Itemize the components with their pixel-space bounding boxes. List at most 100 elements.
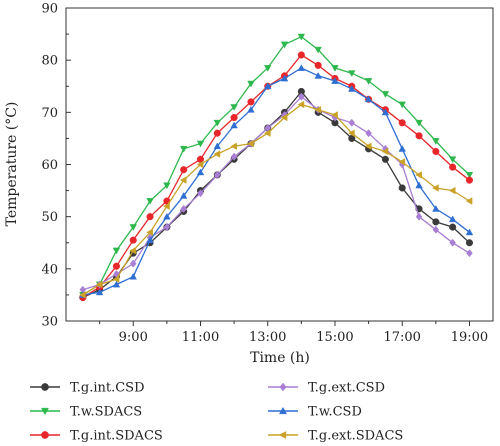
data-point — [264, 65, 272, 72]
data-point — [213, 142, 222, 150]
x-tick-label: 11:00 — [182, 330, 219, 345]
data-point — [214, 170, 221, 179]
data-point — [398, 184, 406, 192]
data-point — [163, 182, 171, 190]
data-point — [347, 129, 355, 137]
data-point — [163, 202, 170, 210]
x-axis-label: Time (h) — [250, 350, 310, 366]
data-point — [314, 106, 322, 114]
legend-item: T.g.ext.SDACS — [268, 429, 403, 444]
data-point — [381, 155, 389, 163]
data-point — [95, 288, 104, 296]
data-point — [348, 118, 356, 127]
data-point — [381, 147, 389, 156]
data-point — [179, 145, 188, 153]
legend-label: T.w.CSD — [308, 405, 362, 420]
data-point — [466, 249, 473, 258]
data-point — [213, 129, 221, 137]
data-point — [364, 142, 372, 150]
x-tick-label: 17:00 — [383, 330, 420, 345]
data-point — [163, 212, 171, 220]
legend-label: T.g.int.CSD — [70, 381, 145, 396]
data-point — [247, 139, 254, 148]
data-point — [415, 119, 423, 127]
data-point — [398, 145, 406, 152]
data-point — [398, 101, 406, 109]
data-point — [129, 272, 137, 280]
data-point — [448, 186, 456, 195]
series-line — [82, 67, 470, 296]
data-point — [297, 64, 306, 71]
data-point — [112, 247, 121, 255]
legend-label: T.w.SDACS — [70, 405, 142, 420]
legend-marker — [279, 382, 287, 392]
x-tick-label: 13:00 — [249, 330, 286, 345]
data-point — [112, 280, 121, 288]
data-point — [432, 225, 440, 234]
data-point — [449, 238, 456, 247]
y-tick-label: 30 — [41, 315, 58, 330]
data-point — [179, 191, 188, 199]
plot-area-border — [65, 7, 494, 322]
data-point — [297, 33, 306, 41]
series-line — [82, 35, 470, 296]
legend-label: T.g.ext.CSD — [308, 381, 385, 396]
data-point — [146, 213, 154, 221]
data-point — [449, 223, 457, 231]
data-point — [331, 111, 338, 119]
data-point — [432, 184, 439, 192]
data-point — [230, 121, 238, 129]
data-point — [432, 218, 440, 226]
legend-item: T.g.ext.CSD — [268, 381, 385, 396]
data-point — [398, 158, 406, 166]
legend-item: T.w.CSD — [268, 405, 362, 420]
y-tick-label: 50 — [41, 210, 58, 225]
data-point — [314, 46, 322, 54]
data-point — [95, 280, 103, 289]
legend-marker — [41, 383, 49, 391]
x-tick-label: 9:00 — [119, 330, 148, 345]
data-point — [230, 104, 238, 111]
y-tick-label: 70 — [41, 106, 58, 121]
y-axis-label: Temperature (°C) — [4, 102, 20, 227]
series-T.g.int.CSD — [79, 87, 474, 302]
data-point — [180, 166, 188, 174]
data-point — [415, 212, 423, 221]
series-T.g.ext.SDACS — [78, 100, 473, 299]
data-point — [297, 100, 305, 109]
legend-marker — [40, 407, 50, 416]
legend-marker — [278, 430, 287, 440]
y-tick-label: 90 — [41, 2, 58, 17]
data-point — [129, 236, 137, 244]
data-point — [432, 205, 440, 212]
data-point — [415, 132, 423, 140]
data-point — [415, 181, 423, 189]
data-point — [78, 291, 86, 299]
x-tick-label: 19:00 — [451, 330, 488, 345]
data-point — [230, 142, 238, 150]
x-axis-ticks: 9:00 11:00 13:00 15:00 17:00 19:00 — [99, 321, 488, 345]
data-point — [129, 246, 137, 255]
data-point — [331, 77, 339, 84]
data-point — [314, 72, 322, 79]
plot-frame — [65, 7, 494, 322]
data-point — [465, 239, 474, 247]
data-point — [280, 74, 289, 82]
data-point — [146, 198, 154, 205]
data-point — [112, 275, 120, 283]
series-T.w.SDACS — [79, 33, 474, 299]
data-point — [146, 228, 153, 237]
data-point — [179, 176, 187, 184]
data-point — [247, 105, 255, 113]
legend-item: T.g.int.SDACS — [30, 429, 163, 444]
legend: T.g.int.CSD T.w.SDACS T.g.int.SDACS T.g.ext… — [30, 381, 403, 444]
legend-label: T.g.ext.SDACS — [308, 429, 403, 444]
data-point — [129, 259, 137, 268]
data-point — [298, 92, 305, 101]
data-point — [448, 156, 457, 164]
data-point — [180, 204, 187, 213]
data-point — [465, 197, 473, 205]
y-axis-ticks: 30 40 50 60 70 80 90 — [41, 2, 71, 330]
data-point — [415, 171, 422, 179]
